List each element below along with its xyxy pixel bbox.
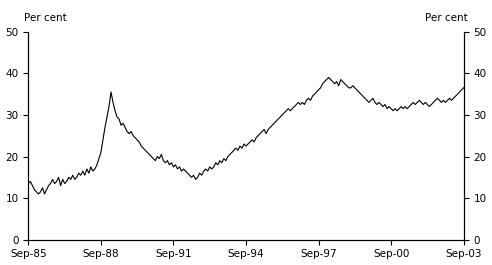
Text: Per cent: Per cent (24, 13, 67, 23)
Text: Per cent: Per cent (425, 13, 468, 23)
